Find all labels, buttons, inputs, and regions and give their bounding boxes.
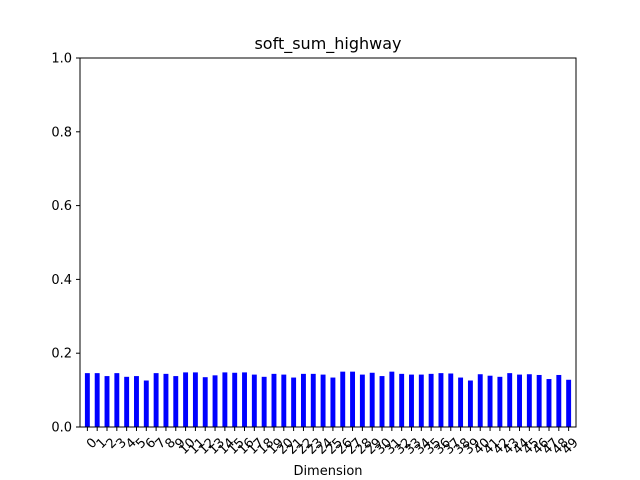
y-tick-label: 0.8	[51, 125, 72, 140]
bar-41	[487, 375, 493, 427]
bar-33	[409, 374, 414, 427]
bar-43	[507, 373, 513, 427]
bar-32	[399, 373, 405, 427]
bar-5	[134, 376, 139, 427]
y-tick-label: 0.2	[51, 347, 72, 362]
bar-38	[458, 377, 464, 427]
bar-1	[94, 373, 100, 427]
bar-46	[536, 374, 542, 427]
bar-39	[467, 380, 473, 427]
bar-3	[114, 373, 120, 427]
bar-19	[271, 373, 277, 427]
bar-9	[173, 376, 179, 427]
bar-2	[104, 376, 110, 427]
bar-25	[330, 377, 336, 427]
bar-49	[566, 379, 572, 427]
bar-30	[379, 376, 385, 427]
bar-7	[153, 373, 159, 427]
bar-21	[291, 377, 297, 427]
bar-20	[281, 374, 287, 427]
y-tick-label: 1.0	[51, 52, 72, 67]
y-tick-label: 0.4	[51, 273, 72, 288]
bars-group	[84, 371, 572, 427]
bar-34	[418, 374, 424, 427]
bar-8	[163, 373, 169, 427]
bar-47	[546, 379, 552, 427]
bar-26	[340, 371, 346, 427]
bar-29	[369, 372, 375, 427]
bar-22	[300, 373, 306, 427]
bar-6	[143, 380, 149, 427]
x-axis-label: Dimension	[293, 464, 362, 479]
bar-13	[212, 375, 218, 427]
bar-27	[350, 371, 356, 427]
bar-31	[389, 371, 395, 427]
x-axis: 0123456789101112131415161718192021222324…	[84, 427, 582, 458]
bar-40	[477, 374, 483, 427]
y-tick-label: 0.6	[51, 199, 72, 214]
bar-45	[526, 374, 532, 427]
bar-35	[428, 373, 434, 427]
chart-title: soft_sum_highway	[254, 34, 401, 54]
bar-18	[261, 376, 267, 427]
bar-48	[556, 374, 562, 427]
bar-12	[202, 377, 208, 427]
bar-11	[192, 372, 198, 427]
bar-4	[124, 376, 130, 427]
bar-0	[84, 373, 90, 427]
bar-44	[517, 374, 522, 427]
bar-37	[448, 373, 454, 427]
bar-16	[242, 372, 247, 427]
bar-42	[497, 376, 503, 427]
bar-15	[232, 372, 238, 427]
y-axis: 0.0 0.2 0.4 0.6 0.8 1.0	[51, 52, 80, 436]
bar-23	[310, 373, 316, 427]
bar-17	[251, 374, 257, 427]
y-tick-label: 0.0	[51, 421, 72, 436]
bar-28	[359, 374, 365, 427]
bar-10	[183, 372, 189, 427]
bar-14	[222, 372, 228, 427]
bar-24	[320, 374, 326, 427]
bar-36	[438, 373, 444, 427]
plot-frame	[79, 57, 577, 428]
